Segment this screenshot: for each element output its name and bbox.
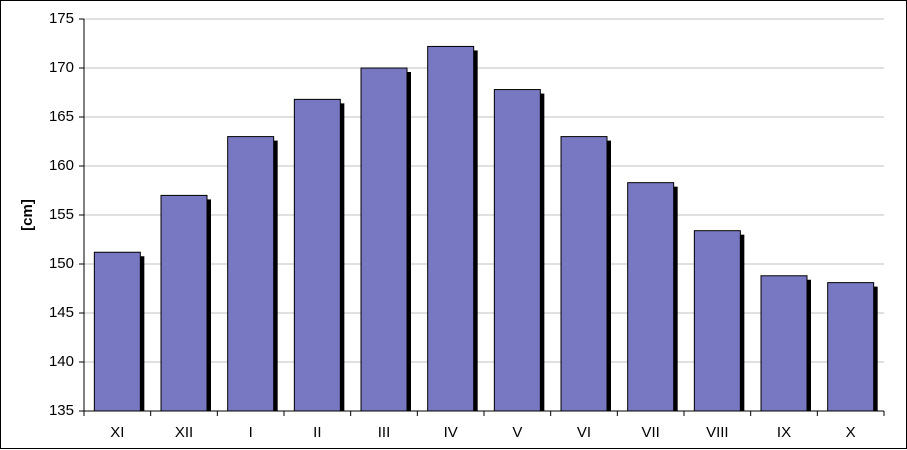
bar-VIII (693, 230, 741, 412)
bar-XII (160, 194, 208, 412)
bar-IX (760, 275, 808, 412)
x-tick-label: VII (641, 424, 659, 441)
y-tick-label: 155 (49, 206, 74, 223)
y-axis-title: [cm] (19, 199, 36, 231)
bar-XI (93, 251, 141, 412)
y-tick-labels: 135 140 145 150 155 160 165 170 175 (49, 10, 74, 419)
x-tick-labels: XI XII I II III IV V VI VII VIII IX X (110, 424, 855, 441)
x-tick-label: IX (777, 424, 791, 441)
y-tick-label: 150 (49, 255, 74, 272)
bar-V (493, 89, 541, 412)
y-tick-label: 175 (49, 10, 74, 27)
bar-I (227, 136, 275, 412)
y-tick-label: 160 (49, 157, 74, 174)
x-tick-label: X (846, 424, 856, 441)
y-tick-label: 165 (49, 108, 74, 125)
bar-VI (560, 136, 608, 412)
x-tick-label: XI (110, 424, 124, 441)
y-tick-label: 170 (49, 59, 74, 76)
x-tick-label: I (249, 424, 253, 441)
x-tick-label: II (313, 424, 321, 441)
bar-II (293, 98, 341, 412)
x-tick-label: VIII (706, 424, 729, 441)
y-tick-label: 140 (49, 353, 74, 370)
x-tick-label: XII (175, 424, 193, 441)
bar-X (827, 282, 875, 412)
x-tick-label: III (378, 424, 391, 441)
axes (79, 18, 885, 416)
bar-VII (627, 182, 675, 412)
x-tick-label: V (512, 424, 522, 441)
bar-IV (427, 45, 475, 412)
gridlines (84, 18, 884, 363)
y-tick-label: 145 (49, 304, 74, 321)
bar-III (360, 67, 408, 412)
x-tick-label: IV (444, 424, 458, 441)
y-tick-label: 135 (49, 402, 74, 419)
x-tick-label: VI (577, 424, 591, 441)
bars (93, 45, 878, 412)
